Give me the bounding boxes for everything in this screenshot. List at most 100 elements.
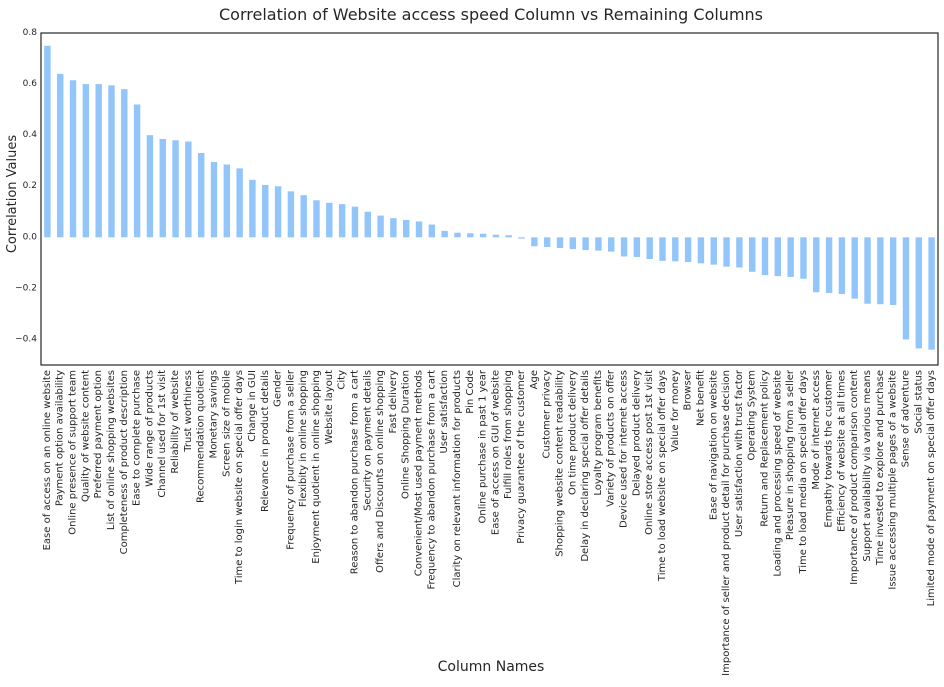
x-tick-label: Recommendation quotient xyxy=(196,370,207,503)
x-tick-label: Frequency of purchase from a seller xyxy=(285,369,296,550)
x-tick-label: Online store access post 1st visit xyxy=(644,370,655,535)
bar xyxy=(761,237,769,276)
x-tick-label: Time to login website on special offer d… xyxy=(234,370,245,585)
x-tick-label: Sense of adventure xyxy=(900,370,911,467)
x-tick-label: Online presence of support team xyxy=(68,370,79,535)
bar xyxy=(82,84,90,238)
bar xyxy=(236,168,243,238)
bar xyxy=(69,80,77,238)
bar xyxy=(159,138,166,238)
bar xyxy=(569,237,576,250)
bar xyxy=(620,237,628,257)
bar xyxy=(864,237,871,304)
bar xyxy=(518,237,525,239)
bar xyxy=(121,89,128,238)
x-tick-label: Payment option availability xyxy=(55,370,66,506)
x-tick-label: Support availability via various means xyxy=(862,370,873,562)
x-tick-label: On time product delivery xyxy=(567,370,578,495)
bar xyxy=(774,237,782,277)
bar xyxy=(659,237,666,261)
x-tick-label: Completeness of product description xyxy=(119,370,130,554)
plot-frame xyxy=(40,32,939,366)
bar xyxy=(326,202,333,238)
bar xyxy=(748,237,756,272)
bar xyxy=(633,237,641,257)
x-tick-label: Time invested to explore and purchase xyxy=(875,370,886,566)
x-tick-label: Time to load website on special offer da… xyxy=(657,370,668,582)
bar xyxy=(146,135,154,238)
bar xyxy=(313,200,320,238)
bar xyxy=(338,204,346,238)
bar xyxy=(582,237,589,251)
y-ticks-group: −0.4 −0.2 0.0 0.2 0.4 0.6 0.8 xyxy=(15,28,37,344)
x-tick-label: Channel used for 1st visit xyxy=(157,370,168,498)
bar xyxy=(133,104,141,238)
x-tick-label: Reliability of website xyxy=(170,370,181,474)
x-tick-label: Screen size of mobile xyxy=(221,370,232,477)
y-tick-label: −0.4 xyxy=(15,334,37,344)
bar xyxy=(454,232,461,238)
bar xyxy=(479,233,487,238)
x-tick-label: Efficiency of website at all times xyxy=(836,370,847,532)
bar xyxy=(595,237,602,251)
bar xyxy=(646,237,653,260)
bar xyxy=(531,237,538,247)
x-tick-label: Online purchase in past 1 year xyxy=(478,369,489,523)
bar xyxy=(608,237,615,252)
x-tick-label: Loyalty program benefits xyxy=(593,370,604,496)
x-tick-label: Pleasure in shopping from a seller xyxy=(785,369,796,540)
x-tick-label: Wide range of products xyxy=(144,370,155,487)
x-tick-label: Trust worthiness xyxy=(183,370,194,453)
y-axis-label: Correlation Values xyxy=(5,135,20,254)
bar xyxy=(710,237,717,265)
x-tick-label: Time to load media on special offer days xyxy=(798,370,809,575)
x-tick-label: Reason to abandon purchase from a cart xyxy=(349,370,360,574)
bar xyxy=(274,186,282,238)
x-tick-label: Delayed product delivery xyxy=(631,370,642,496)
x-tick-label: Preferred payment option xyxy=(93,370,104,498)
bar xyxy=(287,191,295,238)
x-tick-label: Pin Code xyxy=(465,370,476,414)
x-tick-label: Operating System xyxy=(747,370,758,460)
x-tick-label: Frequency to abandon purchase from a car… xyxy=(426,370,437,590)
bar xyxy=(441,230,448,238)
x-tick-label: Variety of products on offer xyxy=(606,369,617,507)
x-tick-label: Quality of website content xyxy=(80,370,91,502)
x-tick-label: Monetary savings xyxy=(208,370,219,458)
x-tick-label: Flexibity in online shopping xyxy=(298,370,309,507)
bar xyxy=(723,237,730,267)
bar xyxy=(736,237,743,268)
x-tick-label: Ease of access on an online website xyxy=(42,370,53,550)
bar xyxy=(44,45,51,238)
x-tick-label: User satisfaction with trust factor xyxy=(734,369,745,537)
bar xyxy=(415,221,423,238)
x-tick-label: Change in GUI xyxy=(247,370,258,442)
x-tick-label: Delay in declaring special offer details xyxy=(580,370,591,562)
bar xyxy=(210,161,218,238)
bar xyxy=(492,234,500,238)
x-tick-label: Issue accessing multiple pages of a webs… xyxy=(888,370,899,590)
x-tick-label: Offers and Discounts on online shopping xyxy=(375,370,386,573)
bar xyxy=(185,141,192,238)
x-tick-label: Fast delivery xyxy=(388,370,399,434)
bar xyxy=(172,140,179,238)
x-tick-label: City xyxy=(337,370,348,390)
bar xyxy=(505,235,512,238)
bar xyxy=(108,85,115,238)
bar xyxy=(697,237,705,264)
x-tick-label: Clarity on relevant information for prod… xyxy=(452,370,463,587)
x-tick-label: Importance of seller and product detail … xyxy=(721,370,732,676)
bar xyxy=(928,237,935,350)
x-tick-label: Security on payment details xyxy=(362,370,373,511)
x-tick-label: Ease to complete purchase xyxy=(132,370,143,506)
x-axis-label: Column Names xyxy=(438,659,545,675)
bar xyxy=(787,237,794,277)
y-tick-label: −0.2 xyxy=(15,283,37,293)
bar xyxy=(800,237,807,279)
x-tick-label: Gender xyxy=(273,369,284,407)
x-tick-label: Convenient/Most used payment methods xyxy=(414,370,425,576)
x-tick-label: Importance of product comparison content xyxy=(849,370,860,585)
bar xyxy=(877,237,884,305)
